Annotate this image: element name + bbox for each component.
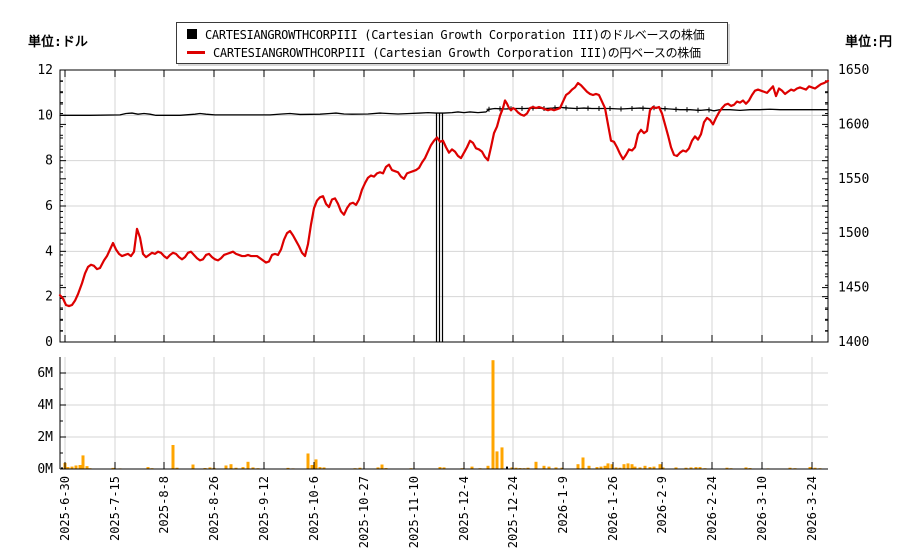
svg-text:2026-1-9: 2026-1-9 xyxy=(556,476,570,534)
yen-series-line-icon xyxy=(187,50,205,54)
svg-text:2025-11-10: 2025-11-10 xyxy=(407,476,421,548)
svg-text:12: 12 xyxy=(37,63,53,78)
dollar-price-line xyxy=(59,105,829,116)
svg-text:2026-1-26: 2026-1-26 xyxy=(606,476,620,541)
svg-text:4M: 4M xyxy=(37,398,53,413)
legend-yen-label: CARTESIANGROWTHCORPIII (Cartesian Growth… xyxy=(213,45,701,60)
legend-dollar-label: CARTESIANGROWTHCORPIII (Cartesian Growth… xyxy=(205,27,705,42)
legend-box: CARTESIANGROWTHCORPIII (Cartesian Growth… xyxy=(176,22,728,64)
svg-text:0: 0 xyxy=(45,335,53,350)
svg-text:2025-7-15: 2025-7-15 xyxy=(108,476,122,541)
yen-price-line xyxy=(58,79,830,308)
left-axis-unit-label: 単位:ドル xyxy=(28,35,88,50)
svg-text:1400: 1400 xyxy=(838,335,869,350)
data-gap-spikes xyxy=(435,113,444,342)
axis-labels: 0 2 4 6 8 10 12 1400 1450 1500 1550 1600 1650 0M 2M 4M 6… xyxy=(37,63,869,477)
svg-text:2025-9-12: 2025-9-12 xyxy=(257,476,271,541)
grid-lines xyxy=(60,70,828,469)
svg-text:2026-3-10: 2026-3-10 xyxy=(755,476,769,541)
svg-text:2025-12-4: 2025-12-4 xyxy=(457,476,471,541)
svg-text:2025-10-27: 2025-10-27 xyxy=(357,476,371,548)
svg-text:4: 4 xyxy=(45,244,53,259)
svg-text:2025-6-30: 2025-6-30 xyxy=(58,476,72,541)
right-axis-unit-label: 単位:円 xyxy=(845,35,892,50)
svg-text:2025-8-8: 2025-8-8 xyxy=(157,476,171,534)
svg-text:2025-10-6: 2025-10-6 xyxy=(307,476,321,541)
dollar-series-square-icon xyxy=(187,29,197,39)
svg-text:1600: 1600 xyxy=(838,117,869,132)
svg-text:1550: 1550 xyxy=(838,172,869,187)
svg-text:6: 6 xyxy=(45,199,53,214)
svg-text:10: 10 xyxy=(37,108,53,123)
svg-text:2026-3-24: 2026-3-24 xyxy=(805,476,819,541)
svg-text:2M: 2M xyxy=(37,430,53,445)
svg-text:1500: 1500 xyxy=(838,226,869,241)
svg-text:2026-2-9: 2026-2-9 xyxy=(655,476,669,534)
svg-text:6M: 6M xyxy=(37,366,53,381)
price-axes xyxy=(59,69,829,343)
svg-text:2025-8-26: 2025-8-26 xyxy=(207,476,221,541)
svg-text:8: 8 xyxy=(45,154,53,169)
date-labels: 2025-6-30 2025-7-15 2025-8-8 2025-8-26 2025-… xyxy=(58,476,819,548)
svg-text:0M: 0M xyxy=(37,462,53,477)
svg-text:2026-2-24: 2026-2-24 xyxy=(705,476,719,541)
svg-text:2025-12-24: 2025-12-24 xyxy=(506,476,520,548)
svg-text:2: 2 xyxy=(45,290,53,305)
legend-row-dollar: CARTESIANGROWTHCORPIII (Cartesian Growth… xyxy=(183,25,721,43)
legend-row-yen: CARTESIANGROWTHCORPIII (Cartesian Growth… xyxy=(183,43,721,61)
svg-text:1450: 1450 xyxy=(838,281,869,296)
volume-axes xyxy=(59,357,828,470)
volume-bars xyxy=(61,360,822,469)
svg-text:1650: 1650 xyxy=(838,63,869,78)
